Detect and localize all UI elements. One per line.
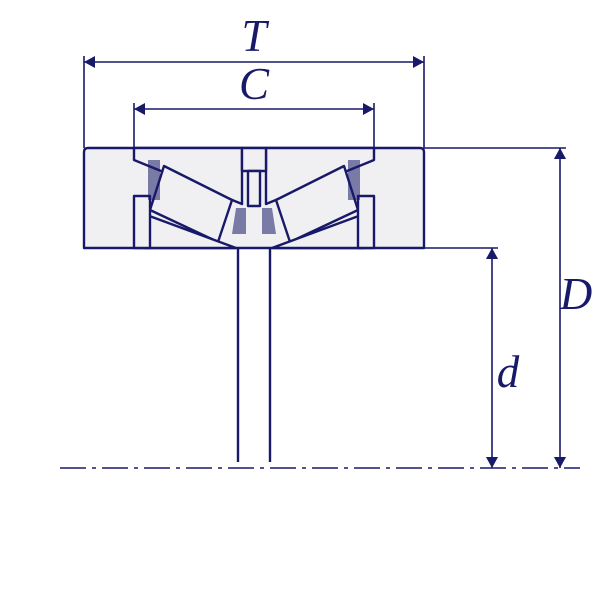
d-label: d xyxy=(488,346,528,398)
t-label: T xyxy=(234,10,274,62)
D-label: D xyxy=(556,268,596,320)
c-label: C xyxy=(234,58,274,110)
